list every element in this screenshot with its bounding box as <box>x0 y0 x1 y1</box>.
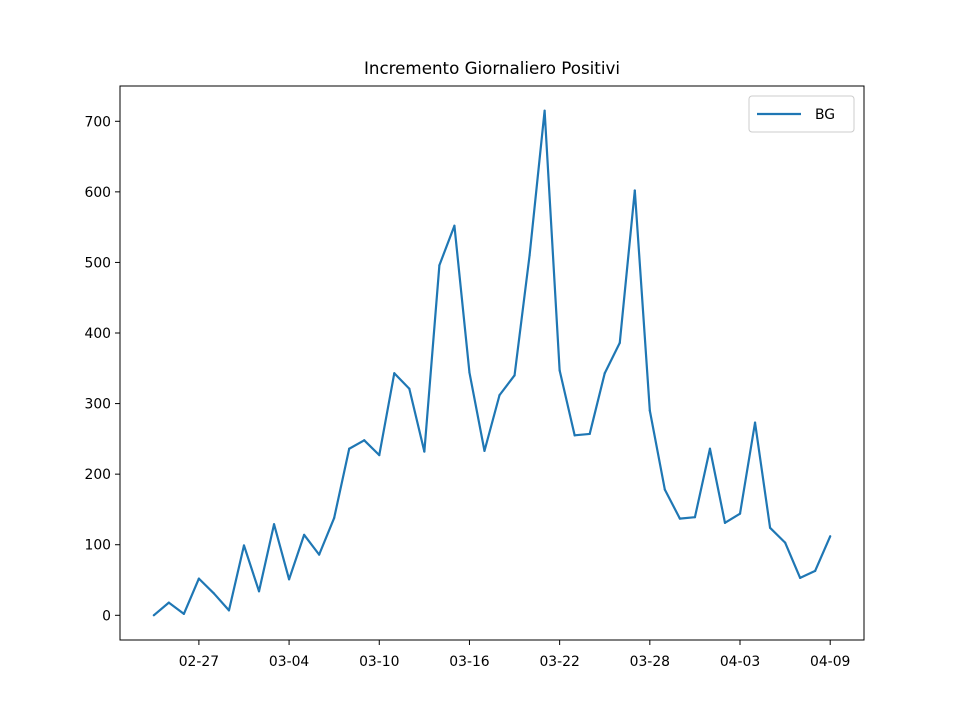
x-tick-label: 03-22 <box>539 654 579 670</box>
data-point <box>393 372 396 375</box>
legend-box <box>748 95 855 133</box>
data-point <box>618 341 621 344</box>
data-point <box>378 453 381 457</box>
x-tick-label: 04-09 <box>810 654 850 670</box>
data-point <box>784 541 787 544</box>
data-point <box>227 609 231 612</box>
data-point <box>333 516 336 520</box>
data-point <box>633 189 636 192</box>
data-point <box>648 409 651 412</box>
x-tick-label: 03-04 <box>269 654 310 670</box>
x-tick-label: 03-28 <box>630 654 670 670</box>
data-point <box>799 576 802 579</box>
y-axis: 0 100 200 300 400 500 600 700 <box>84 114 120 624</box>
data-point <box>167 601 170 604</box>
data-point <box>663 488 666 491</box>
y-tick-label: 500 <box>84 255 111 271</box>
data-point <box>543 109 546 112</box>
data-point <box>678 517 681 520</box>
data-point <box>528 254 531 257</box>
legend: BG <box>748 95 855 133</box>
data-point <box>423 450 426 453</box>
legend-label-bg: BG <box>815 107 835 123</box>
series-line-bg <box>153 109 832 617</box>
x-tick-label: 03-10 <box>359 654 399 670</box>
x-tick-label: 03-16 <box>449 654 489 670</box>
data-point <box>242 544 246 547</box>
data-point <box>723 521 727 524</box>
data-point <box>287 578 291 581</box>
data-point <box>738 512 742 515</box>
y-tick-label: 600 <box>84 185 111 201</box>
data-point <box>363 439 366 442</box>
data-point <box>318 553 321 556</box>
data-point <box>814 569 817 572</box>
chart-title: Incremento Giornaliero Positivi <box>364 58 620 78</box>
data-point <box>303 533 306 536</box>
x-tick-label: 04-03 <box>720 654 760 670</box>
y-tick-label: 400 <box>84 326 111 342</box>
data-point <box>257 590 261 593</box>
data-point <box>453 224 456 227</box>
y-tick-label: 100 <box>84 538 111 554</box>
data-point <box>408 387 411 390</box>
y-tick-label: 300 <box>84 397 111 413</box>
data-point <box>483 449 486 452</box>
plot-frame <box>119 85 865 641</box>
data-point <box>558 369 561 372</box>
data-point <box>468 371 471 374</box>
data-point <box>829 535 832 538</box>
y-tick-label: 200 <box>84 467 111 483</box>
data-point <box>753 421 757 424</box>
data-point <box>348 447 351 450</box>
x-axis: 02-27 03-04 03-10 03-16 03-22 03-28 04-03 04-09 <box>179 640 850 670</box>
data-point <box>498 394 501 397</box>
data-point <box>152 614 155 617</box>
data-point <box>197 577 200 580</box>
data-point <box>272 523 276 526</box>
data-point <box>212 592 216 595</box>
data-point <box>438 264 441 267</box>
data-point <box>513 374 516 377</box>
data-point <box>603 372 606 375</box>
data-point <box>588 432 591 436</box>
x-tick-label: 02-27 <box>179 654 219 670</box>
y-tick-label: 700 <box>84 114 111 130</box>
data-point <box>768 526 772 529</box>
data-point <box>573 434 576 437</box>
data-point <box>693 516 697 519</box>
data-point <box>182 612 185 615</box>
y-tick-label: 0 <box>102 608 111 624</box>
data-point <box>708 447 712 450</box>
series-layer <box>152 109 832 617</box>
